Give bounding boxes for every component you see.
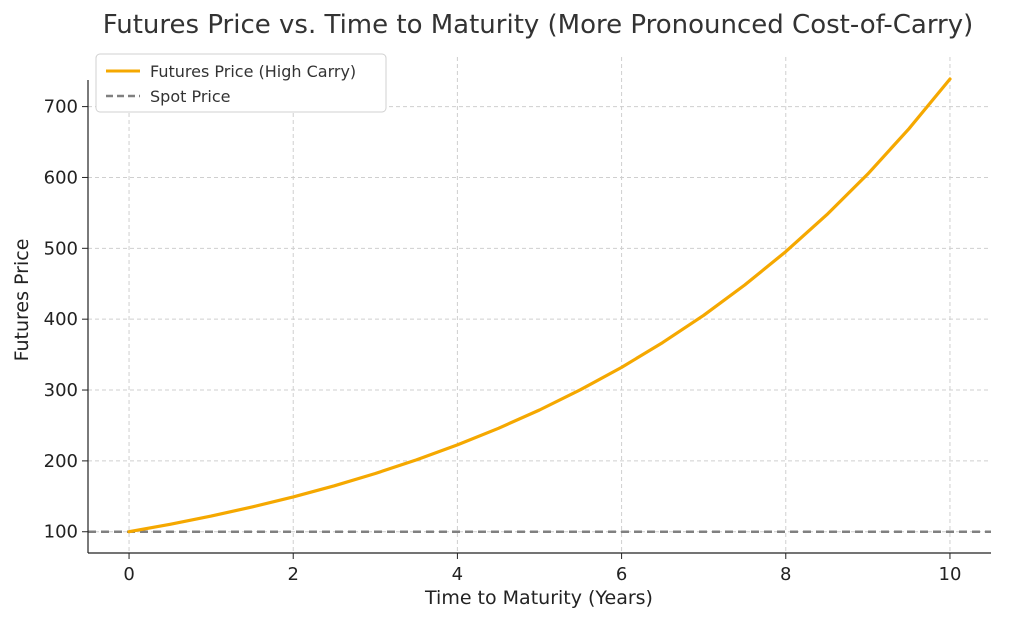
- y-axis-label: Futures Price: [11, 239, 33, 362]
- y-tick-label: 100: [44, 522, 78, 543]
- x-tick-label: 2: [288, 564, 299, 585]
- y-tick-label: 700: [44, 97, 78, 118]
- y-tick-label: 300: [44, 380, 78, 401]
- y-tick-label: 600: [44, 167, 78, 188]
- y-tick-label: 400: [44, 309, 78, 330]
- legend: Futures Price (High Carry) Spot Price: [95, 53, 387, 113]
- y-tick-label: 500: [44, 238, 78, 259]
- x-tick-label: 6: [616, 564, 627, 585]
- x-tick-label: 8: [780, 564, 791, 585]
- chart-title: Futures Price vs. Time to Maturity (More…: [103, 10, 974, 40]
- x-axis-label: Time to Maturity (Years): [424, 587, 653, 609]
- y-tick-label: 200: [44, 451, 78, 472]
- legend-box: [95, 53, 387, 113]
- series-line-futures: [127, 77, 952, 534]
- y-ticks: 100 200 300 400 500 600 700: [44, 97, 88, 543]
- legend-label-futures: Futures Price (High Carry): [150, 62, 356, 81]
- x-ticks: 0 2 4 6 8 10: [123, 553, 961, 585]
- legend-label-spot: Spot Price: [150, 87, 231, 106]
- x-tick-label: 0: [123, 564, 134, 585]
- series-layer: [88, 77, 991, 534]
- x-tick-label: 4: [452, 564, 463, 585]
- x-tick-label: 10: [939, 564, 962, 585]
- grid: [88, 57, 991, 553]
